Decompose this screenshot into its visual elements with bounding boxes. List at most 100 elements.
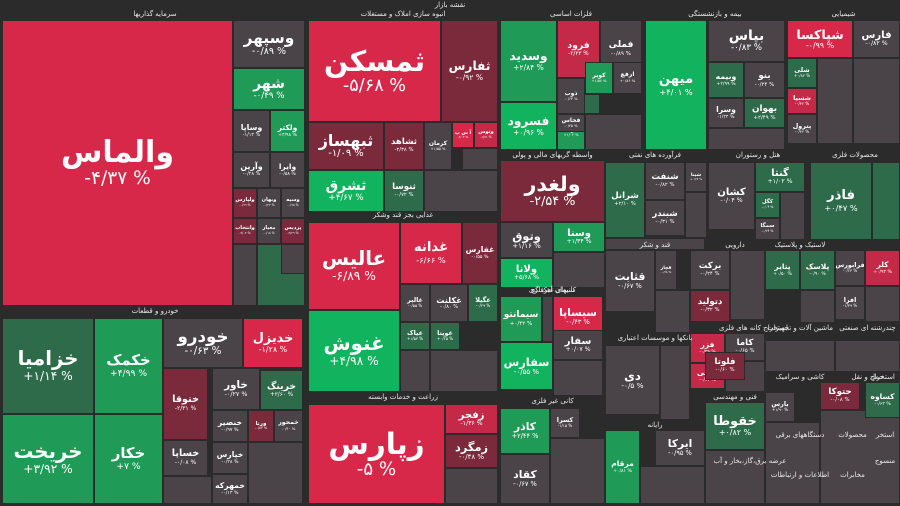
stock-tile-32[interactable]: بپاس -۰/۸۳ % bbox=[708, 20, 785, 62]
stock-tile-34[interactable]: بنو -۰/۲۴ % bbox=[744, 62, 785, 98]
stock-tile[interactable] bbox=[553, 360, 603, 396]
stock-tile-96[interactable]: دی -۰/۵ % bbox=[605, 345, 660, 415]
stock-tile-28[interactable]: وسدید +۲/۸۴ % bbox=[500, 20, 557, 102]
stock-tile-59[interactable]: غالبر -۰/۵۵ % bbox=[400, 284, 430, 322]
stock-tile[interactable] bbox=[585, 114, 642, 150]
stock-tile-77[interactable]: خکار +۷ % bbox=[94, 414, 163, 504]
stock-tile-102[interactable]: کقاد -۰/۶۷ % bbox=[500, 454, 550, 504]
stock-tile-2[interactable]: شهر -۰/۴۹ % bbox=[233, 68, 305, 110]
stock-tile[interactable] bbox=[640, 466, 705, 504]
stock-tile[interactable] bbox=[605, 238, 705, 250]
stock-tile-33[interactable]: وبیمه +۲/۹۹ % bbox=[708, 62, 744, 98]
stock-tile-46[interactable]: شبندر -۰/۳۱ % bbox=[645, 200, 685, 236]
stock-tile-36[interactable]: وسرا -۱/۲۴ % bbox=[708, 98, 744, 128]
stock-tile-20[interactable]: ثشرق +۴/۶۷ % bbox=[308, 170, 384, 212]
stock-tile[interactable] bbox=[462, 148, 498, 170]
stock-tile-75[interactable]: خکمک +۴/۹۹ % bbox=[94, 318, 163, 414]
stock-tile[interactable] bbox=[660, 345, 690, 420]
stock-tile[interactable] bbox=[685, 192, 707, 238]
stock-tile-15[interactable]: ثبهساز -۱/۰۹ % bbox=[308, 122, 384, 170]
stock-tile-92[interactable]: سفار +۰/۰۷ % bbox=[553, 330, 603, 360]
stock-tile[interactable] bbox=[430, 350, 498, 392]
stock-tile[interactable] bbox=[708, 128, 785, 150]
stock-tile-82[interactable]: خرینگ +۳/۶۰ % bbox=[260, 370, 303, 410]
stock-tile-51[interactable]: گنتا +۱/۰۲ % bbox=[755, 162, 805, 192]
stock-tile[interactable] bbox=[835, 340, 900, 372]
stock-tile-45[interactable]: وسنا +۱/۳۴ % bbox=[553, 222, 605, 252]
stock-tile-5[interactable]: وآرین -۰/۲۸ % bbox=[233, 152, 270, 188]
stock-tile[interactable] bbox=[730, 250, 765, 320]
stock-tile-80[interactable]: ختوقا -۲/۳۱ % bbox=[163, 368, 208, 440]
stock-tile-27[interactable]: ارفع +۰/۸۶ % bbox=[613, 62, 642, 94]
stock-tile[interactable] bbox=[780, 192, 805, 240]
stock-tile-69[interactable]: پتایر +۰/۵۰ % bbox=[765, 250, 800, 290]
stock-tile-29[interactable]: فسرود +۰/۹۶ % bbox=[500, 102, 557, 150]
stock-tile-39[interactable]: فارس -۰/۸۲ % bbox=[853, 20, 900, 58]
stock-tile-97[interactable]: زپارس -۵ % bbox=[308, 404, 445, 504]
stock-tile[interactable] bbox=[820, 410, 900, 504]
stock-tile-87[interactable]: خساپا -۰/۰۸ % bbox=[163, 440, 208, 476]
stock-tile[interactable] bbox=[400, 350, 430, 392]
stock-tile-86[interactable]: خپارس -۰/۲۸ % bbox=[212, 442, 248, 474]
stock-tile-19[interactable]: وتوس -۱/۷۱ % bbox=[474, 122, 498, 148]
stock-tile-84[interactable]: ورنا -۰/۸۳ % bbox=[248, 410, 274, 442]
stock-tile-60[interactable]: غکلنت -۰/۸۰ % bbox=[430, 284, 468, 322]
stock-tile-17[interactable]: کرمان +۱/۵۵ % bbox=[424, 122, 452, 170]
stock-tile-74[interactable]: خزامیا +۱/۱۴ % bbox=[2, 318, 94, 414]
stock-tile-54[interactable]: فاذر +۰/۴۷ % bbox=[810, 162, 872, 240]
stock-tile-35[interactable]: بهوان +۲/۴۹ % bbox=[744, 98, 785, 128]
stock-tile-3[interactable]: ولکتر +۳/۹۸ % bbox=[270, 110, 305, 152]
stock-tile-85[interactable]: خمحور -۰/۴۰ % bbox=[274, 410, 303, 442]
stock-tile-4[interactable]: وساپا -۱/۱۴ % bbox=[233, 110, 270, 152]
stock-tile[interactable] bbox=[655, 290, 690, 333]
stock-tile-89[interactable]: سیمانتو +۰/۴۲ % bbox=[500, 296, 542, 342]
stock-tile-88[interactable]: خمهرکه -۰/۱۳ % bbox=[212, 474, 248, 504]
stock-tile-68[interactable]: دتولید -۰/۳۲ % bbox=[690, 290, 730, 322]
stock-tile-101[interactable]: کسرا -۱/۱۵ % bbox=[550, 408, 580, 438]
stock-tile[interactable] bbox=[553, 252, 605, 288]
stock-tile[interactable] bbox=[584, 94, 600, 114]
stock-tile-25[interactable]: کویر +۱/۵۷ % bbox=[585, 62, 613, 94]
stock-tile-108[interactable]: کساوه -۰/۶۲ % bbox=[865, 382, 900, 418]
stock-tile-37[interactable]: شپاکسا -۰/۹۹ % bbox=[787, 20, 853, 58]
stock-tile-49[interactable]: شنفت -۰/۸۲ % bbox=[645, 162, 685, 200]
stock-tile-6[interactable]: وایرا -۰/۵۸ % bbox=[270, 152, 305, 188]
stock-tile-7[interactable]: وبهان -۰/۲۲ % bbox=[257, 188, 281, 218]
stock-tile-73[interactable]: افرا -۱/۳۹ % bbox=[835, 286, 865, 320]
stock-tile-55[interactable]: عالیس -۶/۸۹ % bbox=[308, 222, 400, 310]
stock-tile-81[interactable]: خاور -۰/۲۷ % bbox=[212, 368, 260, 410]
stock-tile[interactable] bbox=[163, 476, 212, 504]
stock-tile[interactable] bbox=[800, 290, 835, 323]
stock-tile-38[interactable]: شلی +۰/۸۲ % bbox=[787, 58, 817, 88]
stock-tile[interactable] bbox=[281, 244, 305, 274]
stock-tile-76[interactable]: خریخت +۳/۹۲ % bbox=[2, 414, 94, 504]
stock-tile[interactable] bbox=[233, 244, 257, 306]
stock-tile[interactable] bbox=[445, 468, 498, 504]
stock-tile-14[interactable]: ثفارس -۰/۹۲ % bbox=[441, 20, 498, 122]
stock-tile-31[interactable]: میهن +۴/۰۱ % bbox=[645, 20, 707, 150]
stock-tile-1[interactable]: وسپهر -۰/۸۹ % bbox=[233, 20, 305, 68]
stock-tile-0[interactable]: والماس -۴/۳۷ % bbox=[2, 20, 233, 306]
stock-tile[interactable] bbox=[705, 450, 765, 504]
stock-tile-50[interactable]: کشان -۰/۰۴ % bbox=[708, 162, 755, 230]
stock-tile-62[interactable]: غگیلا -۰/۲۹ % bbox=[468, 284, 498, 322]
stock-tile-58[interactable]: غنوش +۴/۹۸ % bbox=[308, 310, 400, 392]
stock-tile[interactable] bbox=[853, 58, 900, 144]
stock-tile-106[interactable]: فلوتا -۰/۶۰ % bbox=[705, 352, 745, 380]
stock-tile-21[interactable]: ثنوسا -۰/۷۲ % bbox=[384, 170, 424, 212]
stock-tile[interactable] bbox=[424, 170, 498, 212]
stock-tile-16[interactable]: ثشاهد -۲/۳۸ % bbox=[384, 122, 424, 170]
stock-tile-44[interactable]: ولانا +۵/۶۸ % bbox=[500, 258, 553, 288]
stock-tile-13[interactable]: ثمسکن -۵/۶۸ % bbox=[308, 20, 441, 122]
stock-tile-8[interactable]: وسیه -۰/۹۵ % bbox=[281, 188, 305, 218]
stock-tile-48[interactable]: شپنا +۰/۶۷ % bbox=[685, 162, 707, 192]
stock-tile-103[interactable]: مرقام +۰/۸۱ % bbox=[605, 430, 640, 504]
stock-tile-72[interactable]: کلر +۰/۹۳ % bbox=[865, 250, 900, 286]
stock-tile[interactable] bbox=[550, 438, 605, 504]
stock-tile-52[interactable]: کگل -۰/۰۴ % bbox=[755, 192, 780, 218]
stock-tile-64[interactable]: غویتا +۰/۲۵ % bbox=[430, 322, 460, 350]
stock-tile-40[interactable]: شسپا -۰/۳۲ % bbox=[787, 88, 817, 114]
stock-tile-91[interactable]: سفارس -۰/۵۵ % bbox=[500, 342, 553, 390]
stock-tile[interactable] bbox=[817, 58, 853, 144]
stock-tile-10[interactable]: وانتخاب -۲/۰۴ % bbox=[233, 218, 257, 244]
